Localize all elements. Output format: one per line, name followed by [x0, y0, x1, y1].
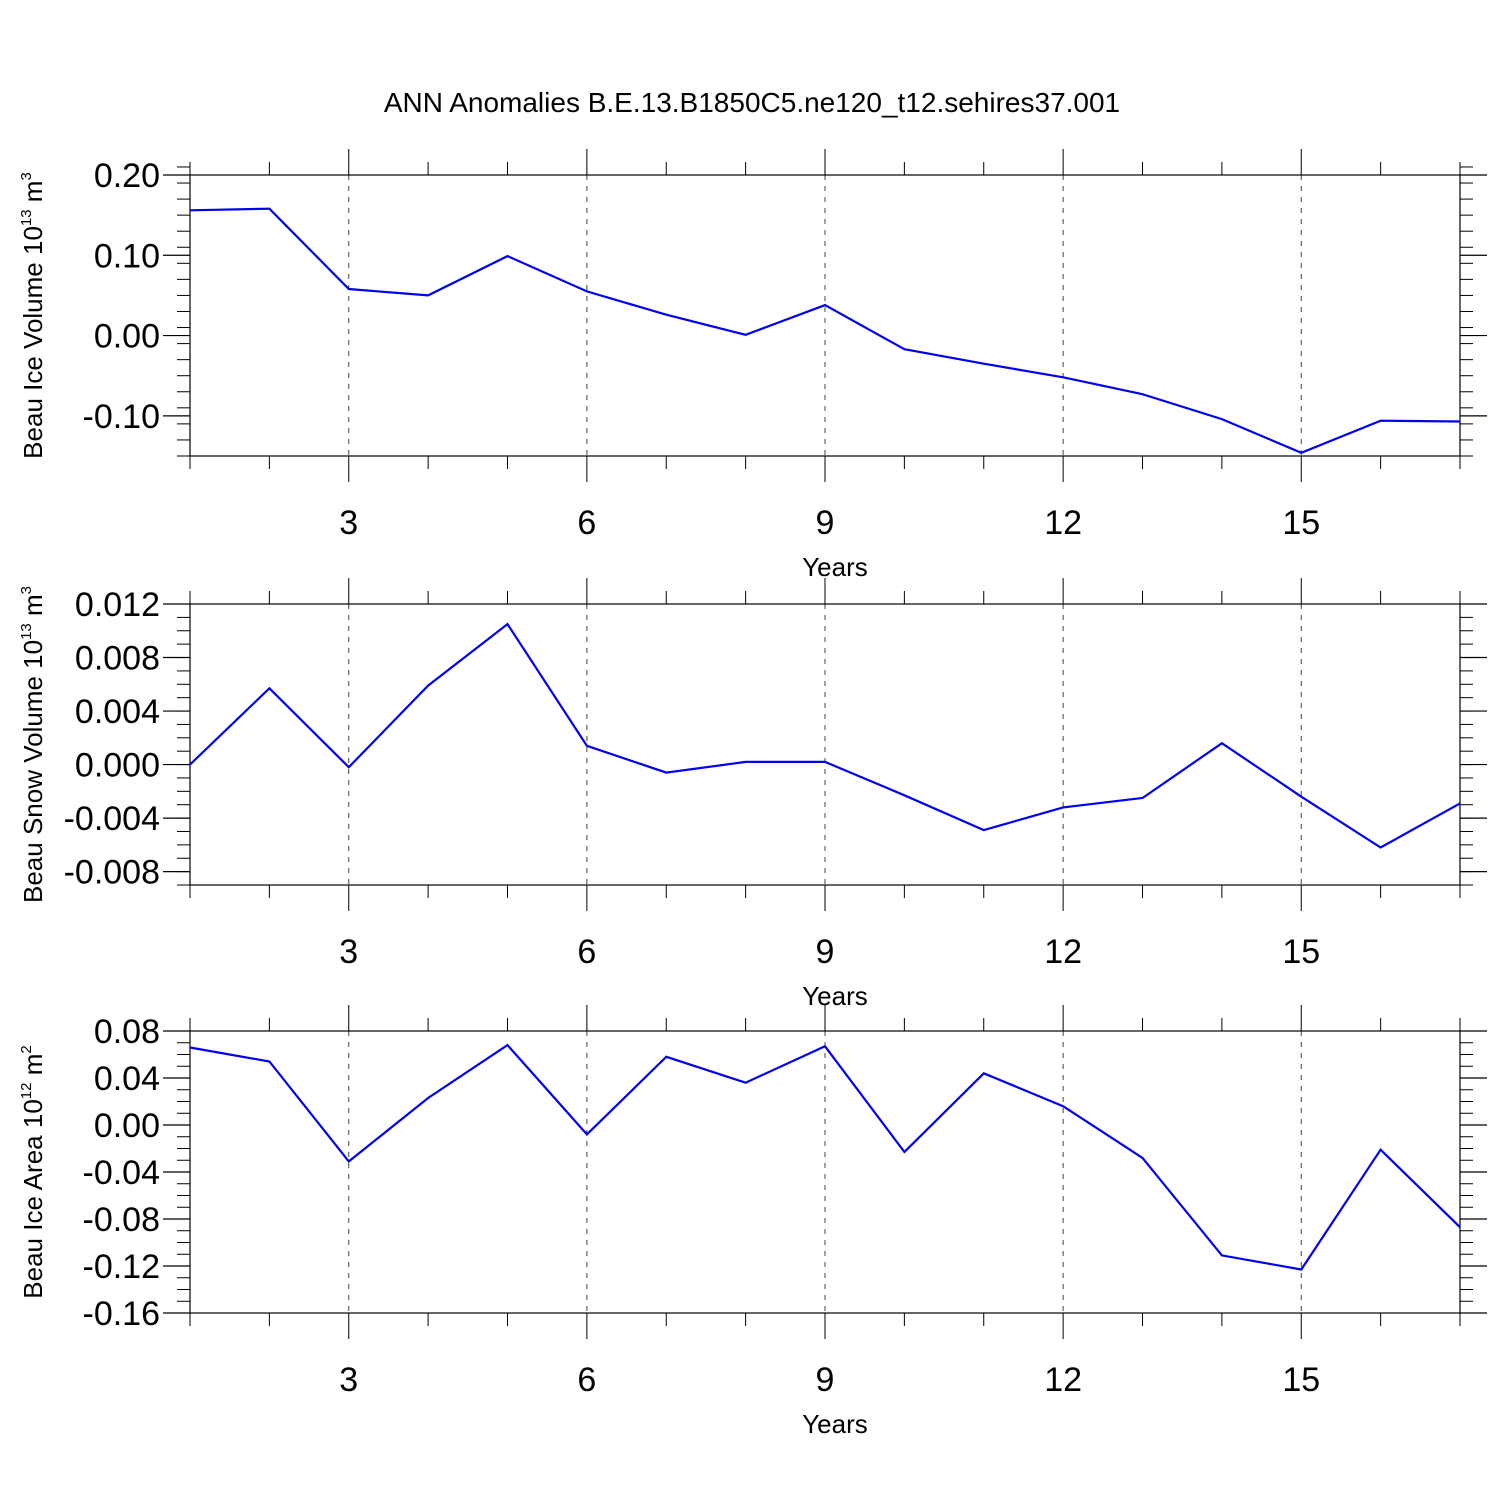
x-tick-label: 6: [577, 933, 596, 971]
y-axis-title: Beau Ice Volume 1013 m3: [18, 172, 48, 459]
series-line: [189, 1043, 1461, 1271]
x-tick-label: 15: [1282, 504, 1320, 542]
y-tick-label: -0.12: [83, 1248, 161, 1286]
x-tick-label: 12: [1044, 933, 1082, 971]
x-tick-label: 3: [339, 504, 358, 542]
series-line: [189, 207, 1461, 454]
y-tick-label: 0.008: [75, 640, 160, 678]
x-tick-label: 15: [1282, 933, 1320, 971]
x-axis-title: Years: [802, 1409, 868, 1439]
y-tick-label: 0.00: [94, 1107, 160, 1145]
y-tick-label: -0.08: [83, 1201, 161, 1239]
y-tick-label: 0.000: [75, 747, 160, 785]
y-tick-label: 0.00: [94, 318, 160, 356]
figure-title: ANN Anomalies B.E.13.B1850C5.ne120_t12.s…: [384, 87, 1120, 118]
x-tick-label: 12: [1044, 504, 1082, 542]
x-axis-title: Years: [802, 552, 868, 582]
plot-frame: [189, 603, 1461, 886]
x-tick-label: 3: [339, 933, 358, 971]
y-tick-label: 0.004: [75, 693, 160, 731]
x-axis-title: Years: [802, 981, 868, 1011]
x-tick-label: 9: [816, 504, 835, 542]
y-tick-label: 0.10: [94, 237, 160, 275]
y-tick-label: -0.004: [64, 800, 160, 838]
chart-panel-2: 0.012 0.008 0.004 0.000 -0.004 -0.008 3 6 9 12 15 Y…: [18, 578, 1487, 1011]
x-tick-label: 9: [816, 933, 835, 971]
y-tick-label: 0.012: [75, 586, 160, 624]
x-tick-label: 6: [577, 504, 596, 542]
x-tick-label: 12: [1044, 1361, 1082, 1399]
y-tick-label: 0.20: [94, 157, 160, 195]
y-axis-title: Beau Snow Volume 1013 m3: [18, 586, 48, 903]
plot-frame: [189, 1030, 1461, 1314]
y-tick-label: -0.10: [83, 398, 161, 436]
y-tick-label: 0.04: [94, 1060, 160, 1098]
y-tick-label: 0.08: [94, 1013, 160, 1051]
y-tick-label: -0.008: [64, 854, 160, 892]
x-tick-label: 15: [1282, 1361, 1320, 1399]
series-line: [189, 622, 1461, 849]
chart-panel-1: 0.20 0.10 0.00 -0.10 3 6 9 12 15 Years Beau Ice Vo…: [18, 149, 1487, 582]
y-tick-label: -0.04: [83, 1154, 161, 1192]
y-tick-label: -0.16: [83, 1295, 161, 1333]
plot-frame: [189, 174, 1461, 457]
y-axis-title: Beau Ice Area 1012 m2: [18, 1045, 48, 1298]
x-tick-label: 3: [339, 1361, 358, 1399]
x-tick-label: 9: [816, 1361, 835, 1399]
x-tick-label: 6: [577, 1361, 596, 1399]
chart-panel-3: 0.08 0.04 0.00 -0.04 -0.08 -0.12 -0.16 3 6 9 12 15 Y…: [18, 1005, 1487, 1439]
